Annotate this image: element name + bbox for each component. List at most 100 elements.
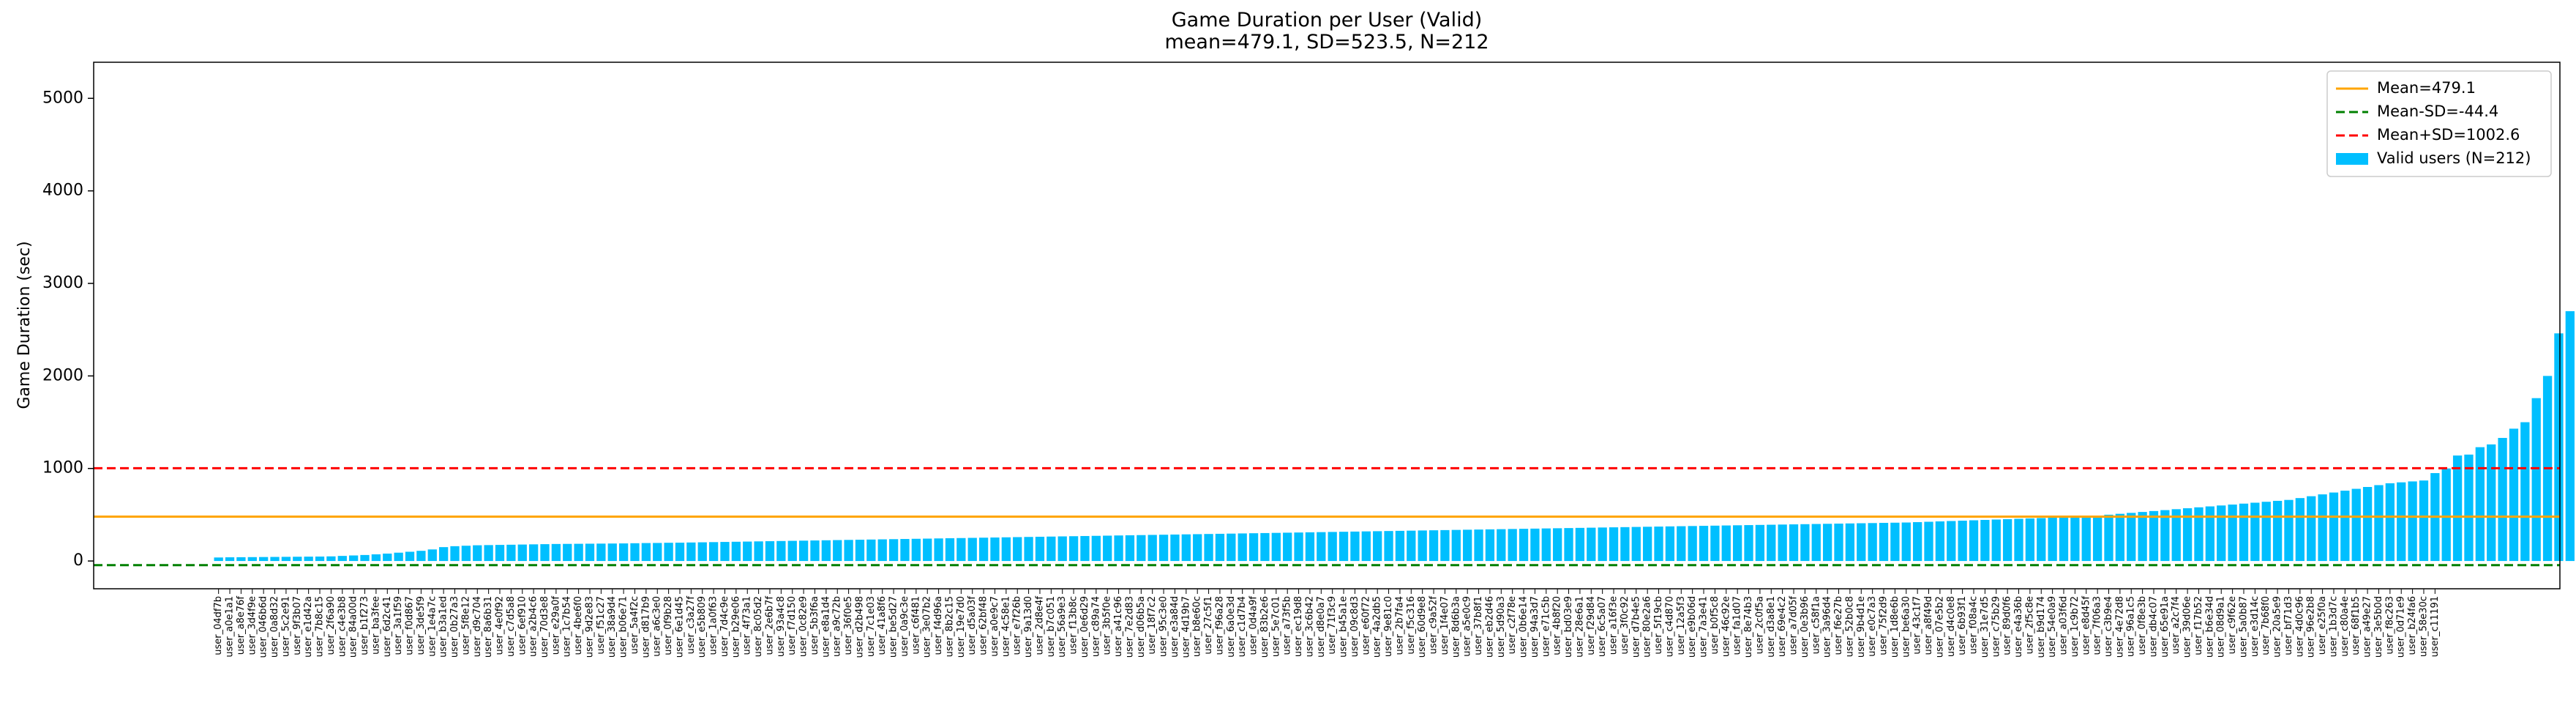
bar [1373,531,1382,562]
bar [427,549,437,562]
bar [1575,527,1585,562]
x-tick-label: user_19e7d0 [956,596,967,658]
bar [1564,528,1573,562]
x-tick-label: user_c4e3b8 [337,596,348,657]
x-tick-label: user_94a3d7 [1530,596,1540,658]
x-tick-label: user_5b3f6a [809,596,820,655]
x-tick-label: user_07e5b2 [1934,596,1945,658]
bar [1598,527,1607,562]
x-tick-label: user_b06e71 [618,596,629,658]
bar [2565,310,2575,562]
bar [1767,524,1776,562]
x-tick-label: user_2f6a90 [326,596,337,655]
x-tick-label: user_09c8d3 [1349,596,1360,657]
bar [2160,510,2170,562]
x-tick-label: user_46c92e [1721,596,1731,657]
bar [2554,333,2564,562]
bar [844,540,853,562]
x-tick-label: user_08d9a1 [2216,596,2227,658]
x-tick-label: user_7f06a3 [2092,596,2103,655]
x-tick-label: user_6e1d45 [674,596,685,658]
x-tick-label: user_5f19cb [1653,596,1664,655]
bar [1969,520,1979,562]
x-tick-label: user_9d2e83 [584,596,595,658]
x-tick-label: user_60d9e8 [1417,596,1428,658]
bar [2295,498,2305,562]
bar [1778,524,1787,562]
bar [1643,527,1652,562]
bar [1845,523,1855,562]
bar [1114,535,1123,562]
x-tick-label: user_4e0f92 [495,596,506,655]
x-tick-label: user_f6e27b [1833,596,1844,655]
bar [2194,507,2204,562]
bar [1283,532,1292,562]
x-tick-label: user_c6f481 [910,596,921,655]
bar [2509,428,2519,562]
bar [1204,534,1213,562]
x-tick-label: user_bf71d3 [2283,596,2294,655]
x-tick-label: user_1f4e07 [1439,596,1450,655]
y-tick-label: 1000 [42,459,83,477]
x-tick-label: user_e0c7a3 [1867,596,1878,657]
x-tick-label: user_8b2c15 [944,596,955,657]
bar [2092,516,2103,562]
legend-label: Mean+SD=1002.6 [2377,126,2520,144]
x-tick-label: user_a8f49d [1923,596,1934,655]
bar [2307,496,2316,562]
bar [1271,532,1281,562]
bar [888,539,899,562]
bar [574,543,583,562]
y-tick-label: 5000 [42,89,83,107]
x-tick-label: user_e3a84d [1169,596,1180,658]
legend-label: Mean=479.1 [2377,79,2476,97]
bar [2318,494,2327,562]
bar [563,543,572,562]
x-tick-label: user_0e3b96 [1800,596,1811,658]
bar [1755,524,1765,562]
x-tick-label: user_6d2c41 [382,596,393,657]
bar [2070,516,2080,562]
bar [1733,525,1742,562]
x-tick-label: user_9e81c0 [1383,596,1394,657]
bar [2475,447,2485,562]
bar [911,538,921,562]
x-tick-label: user_8d6b3a [1450,596,1461,658]
bar [473,545,482,562]
x-tick-label: user_a6c3e0 [652,596,663,657]
x-tick-label: user_d7b4e5 [1630,596,1641,658]
x-tick-label: user_1e4a7c [427,596,438,657]
x-tick-label: user_04df7b [213,596,224,655]
x-tick-label: user_4d19b7 [1180,596,1191,658]
bar [1001,537,1011,562]
x-tick-label: user_b45a1e [1338,596,1349,658]
x-tick-label: user_28e6a1 [1574,596,1585,658]
x-tick-label: user_65e91a [2160,596,2171,658]
chart-title: Game Duration per User (Valid) [1172,9,1483,31]
x-tick-label: user_93a4c8 [776,596,787,657]
x-tick-label: user_7b68f0 [2261,596,2272,655]
bar [1338,532,1349,562]
x-tick-label: user_0a9c3e [899,596,910,657]
x-tick-label: user_3c6b42 [1304,596,1315,657]
x-tick-label: user_9b4d1e [1856,596,1867,658]
bar [2261,502,2271,562]
x-tick-label: user_3a1f59 [393,596,404,655]
bar [506,544,516,562]
bar [810,540,820,562]
bar [371,554,381,562]
bar [1068,536,1079,562]
bar [2239,503,2249,562]
x-tick-label: user_2f5c8e [2024,596,2035,654]
bar [517,544,527,562]
bar [1980,519,1990,562]
bar [1035,536,1045,562]
x-tick-label: user_f17b52 [2193,596,2204,655]
bar [528,544,539,562]
x-tick-label: user_b9d174 [2036,596,2047,658]
bar [990,537,1000,562]
bar [1013,537,1022,562]
bar [1317,532,1326,562]
bar [641,543,651,562]
bar [720,542,730,562]
